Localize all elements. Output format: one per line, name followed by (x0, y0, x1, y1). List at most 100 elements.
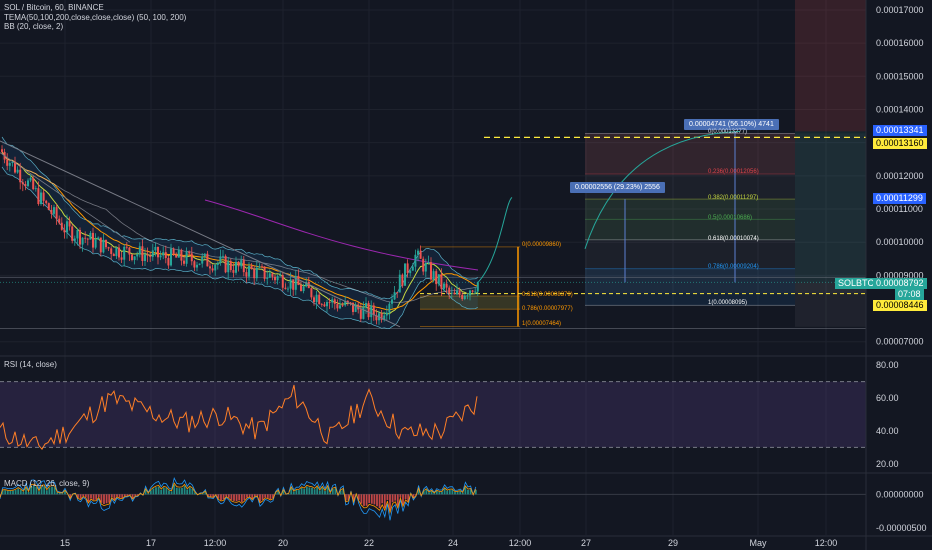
candle-body (8, 162, 11, 166)
candle-body (81, 237, 84, 245)
candle-body (385, 312, 388, 316)
candle-body (346, 300, 349, 303)
rsi-tick-label: 20.00 (876, 459, 899, 469)
candle-body (341, 305, 344, 307)
candle-body (297, 275, 300, 286)
macd-histogram-bar (136, 494, 139, 496)
candle-body (261, 266, 263, 268)
candle-body (310, 288, 313, 298)
trend-lines (0, 130, 741, 328)
candle-body (458, 290, 461, 295)
macd-histogram-bar (321, 487, 324, 495)
candle-body (258, 266, 261, 268)
candle-body (424, 263, 427, 272)
candle-body (209, 266, 211, 269)
candle-body (349, 302, 352, 304)
measure-label-1[interactable]: 0.00004741 (56.10%) 4741 (684, 119, 779, 130)
macd-histogram-bar (220, 494, 222, 501)
macd-histogram-bar (217, 494, 220, 499)
candle-body (469, 290, 471, 296)
macd-histogram-bar (441, 491, 443, 495)
candle-body (86, 238, 89, 240)
time-tick-label: 27 (581, 538, 591, 548)
fib-level-label: 0.5(0.00010686) (708, 215, 753, 221)
macd-histogram-bar (459, 491, 462, 495)
macd-histogram-bar (305, 486, 308, 495)
macd-histogram-bar (269, 494, 272, 500)
candle-body (292, 279, 295, 290)
price-tick-label: 0.00017000 (876, 5, 924, 15)
time-tick-label: 12:00 (509, 538, 532, 548)
candle-body (427, 262, 430, 264)
macd-histogram-bar (240, 494, 243, 502)
macd-histogram-bar (212, 494, 215, 497)
fib-level-label: 1(0.00008095) (708, 300, 748, 306)
macd-histogram-bar (183, 485, 186, 495)
macd-histogram-bar (360, 494, 363, 504)
candle-body (16, 169, 19, 173)
macd-histogram-bar (430, 490, 433, 495)
candle-body (406, 263, 409, 274)
candle-body (300, 285, 302, 292)
candle-body (115, 247, 118, 257)
macd-histogram-bar (105, 494, 108, 504)
candle-body (367, 302, 370, 318)
macd-histogram-bar (87, 494, 90, 502)
candle-body (263, 266, 266, 279)
projection-path (584, 130, 741, 249)
macd-histogram-bar (53, 487, 56, 495)
candle-body (240, 260, 243, 267)
macd-histogram-bar (103, 494, 105, 505)
candle-body (188, 251, 191, 254)
macd-histogram-bar (352, 494, 355, 501)
candle-body (185, 251, 188, 264)
projection-path (477, 197, 513, 283)
macd-histogram-bar (6, 490, 9, 495)
candle-body (333, 299, 336, 304)
candle-body (222, 255, 224, 257)
candle-body (372, 305, 375, 316)
macd-histogram-bar (1, 490, 4, 495)
candle-body (47, 203, 50, 210)
candle-body (58, 218, 61, 223)
macd-histogram-bar (121, 494, 124, 498)
macd-histogram-bar (300, 487, 303, 495)
macd-histogram-bar (251, 494, 254, 499)
macd-histogram-bar (298, 490, 300, 495)
time-tick-label: 22 (364, 538, 374, 548)
rsi-tick-label: 40.00 (876, 426, 899, 436)
price-axis-bg (866, 0, 932, 550)
macd-histogram-bar (30, 485, 33, 495)
measure-label-2[interactable]: 0.00002556 (29.23%) 2556 (570, 182, 665, 193)
macd-histogram-bar (110, 494, 113, 498)
candle-body (445, 283, 448, 288)
macd-histogram-bar (274, 492, 277, 495)
macd-histogram-bar (12, 490, 14, 495)
macd-histogram-bar (155, 487, 157, 495)
macd-histogram-bar (116, 494, 118, 497)
candle-body (474, 291, 477, 293)
macd-histogram-bar (45, 490, 48, 495)
fib-level-label: 0.236(0.00012056) (708, 169, 759, 175)
candle-body (365, 302, 367, 308)
tema-50-line (1, 151, 479, 315)
macd-histogram-bar (233, 494, 235, 501)
candle-body (170, 248, 172, 266)
macd-histogram-bar (412, 494, 415, 498)
candle-body (29, 177, 32, 181)
candle-body (271, 273, 274, 277)
candle-body (276, 276, 279, 281)
candle-body (92, 232, 94, 248)
macd-histogram-bar (318, 490, 321, 495)
candle-body (55, 207, 58, 219)
macd-histogram-bar (147, 493, 150, 495)
candle-body (172, 248, 175, 255)
macd-histogram-bar (204, 491, 207, 495)
macd-histogram-bar (32, 485, 35, 495)
candle-body (6, 159, 9, 166)
macd-histogram-bar (168, 490, 170, 495)
candle-body (227, 261, 230, 273)
candle-body (232, 270, 235, 273)
price-tick-label: 0.00016000 (876, 38, 924, 48)
